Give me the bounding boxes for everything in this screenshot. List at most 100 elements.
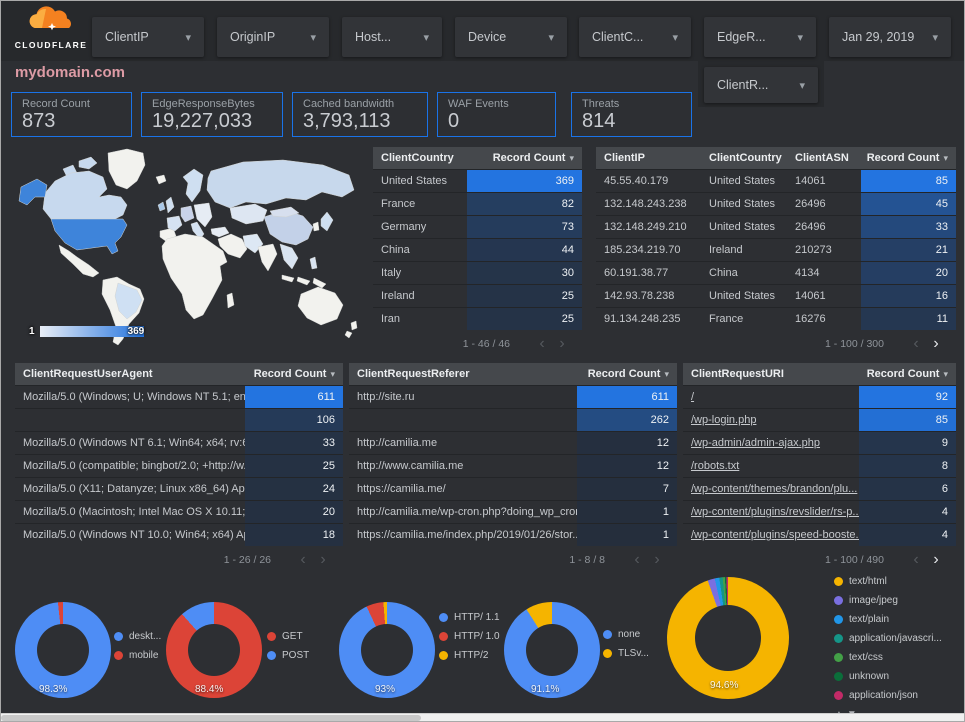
scorecard-waf-events: WAF Events 0 xyxy=(437,92,556,137)
prev-page-icon[interactable]: ‹ xyxy=(634,550,640,568)
filter-originip[interactable]: OriginIP ▾ xyxy=(217,17,329,57)
metric-cell: 9 xyxy=(859,432,956,454)
request-uri-table: ClientRequestURI Record Count ▾ / 92 /wp… xyxy=(683,363,956,573)
filter-edgeresponse[interactable]: EdgeR... ▾ xyxy=(704,17,816,57)
legend-item: HTTP/2 xyxy=(439,650,500,662)
referer-cell: http://www.camilia.me xyxy=(357,460,464,472)
world-map-geochart[interactable]: 1 369 xyxy=(15,147,366,348)
metric-cell: 12 xyxy=(577,432,677,454)
legend-label: HTTP/2 xyxy=(454,650,489,661)
column-header-record-count[interactable]: Record Count ▾ xyxy=(245,368,343,380)
useragent-cell: Mozilla/5.0 (Windows NT 10.0; Win64; x64… xyxy=(23,529,245,541)
asn-cell: 16276 xyxy=(795,313,826,325)
column-header-clientcountry[interactable]: ClientCountry xyxy=(709,152,782,164)
legend-dot xyxy=(834,691,843,700)
uri-link[interactable]: / xyxy=(691,391,695,403)
prev-page-icon[interactable]: ‹ xyxy=(539,334,545,352)
column-header-record-count[interactable]: Record Count ▾ xyxy=(861,152,956,164)
donut-hole xyxy=(526,624,578,676)
column-header-label: Record Count xyxy=(587,368,661,380)
legend-item: unknown xyxy=(834,671,942,683)
next-page-icon[interactable]: › xyxy=(559,334,565,352)
uri-link[interactable]: /wp-admin/admin-ajax.php xyxy=(691,437,821,449)
scrollbar-thumb[interactable] xyxy=(1,715,421,721)
uri-link[interactable]: /wp-login.php xyxy=(691,414,757,426)
user-agent-table: ClientRequestUserAgent Record Count ▾ Mo… xyxy=(15,363,343,573)
http-version-donut[interactable]: 93% xyxy=(339,602,435,698)
prev-page-icon[interactable]: ‹ xyxy=(300,550,306,568)
filter-label: ClientIP xyxy=(105,30,149,44)
country-cell: United States xyxy=(709,175,776,187)
column-header-record-count[interactable]: Record Count ▾ xyxy=(577,368,677,380)
metric-cell: 21 xyxy=(861,239,956,261)
uri-link[interactable]: /wp-content/plugins/speed-booste... xyxy=(691,529,859,541)
legend-label: HTTP/ 1.0 xyxy=(454,631,500,642)
column-header-clientip[interactable]: ClientIP xyxy=(604,152,645,164)
metric-cell: 24 xyxy=(245,478,343,500)
legend-item: text/plain xyxy=(834,614,942,626)
legend-label: GET xyxy=(282,631,303,642)
uri-link[interactable]: /wp-content/themes/brandon/plu... xyxy=(691,483,858,495)
metric-cell: 44 xyxy=(467,239,582,261)
column-header-record-count[interactable]: Record Count ▾ xyxy=(859,368,956,380)
column-header-record-count[interactable]: Record Count ▾ xyxy=(467,152,582,164)
legend-label: HTTP/ 1.1 xyxy=(454,612,500,623)
pagination-info: 1 - 100 / 300 xyxy=(825,337,884,350)
legend-dot xyxy=(439,632,448,641)
scorecard-cached-bandwidth: Cached bandwidth 3,793,113 xyxy=(292,92,428,137)
metric-cell: 85 xyxy=(861,170,956,192)
country-cell: United States xyxy=(709,221,776,233)
legend-label: text/css xyxy=(849,652,883,663)
table-row: http://camilia.me 12 xyxy=(349,431,677,454)
pagination-info: 1 - 100 / 490 xyxy=(825,553,884,566)
filter-device[interactable]: Device ▾ xyxy=(455,17,567,57)
legend-dot xyxy=(267,651,276,660)
column-header-uri[interactable]: ClientRequestURI xyxy=(691,368,784,380)
country-cell: Ireland xyxy=(709,244,743,256)
table-row: Mozilla/5.0 (compatible; bingbot/2.0; +h… xyxy=(15,454,343,477)
legend-dot xyxy=(114,632,123,641)
filter-clientrequest[interactable]: ClientR... ▾ xyxy=(704,67,818,103)
page-title: mydomain.com xyxy=(15,64,126,81)
scorecard-value: 814 xyxy=(582,110,616,132)
http-version-legend: HTTP/ 1.1 HTTP/ 1.0 HTTP/2 xyxy=(439,612,500,669)
sort-desc-icon: ▾ xyxy=(569,152,574,163)
device-type-donut[interactable]: 98.3% xyxy=(15,602,111,698)
metric-cell: 33 xyxy=(245,432,343,454)
uri-link[interactable]: /wp-content/plugins/revslider/rs-p... xyxy=(691,506,859,518)
next-page-icon[interactable]: › xyxy=(933,334,939,352)
table-row: 132.148.249.210 United States 26496 33 xyxy=(596,215,956,238)
next-page-icon[interactable]: › xyxy=(654,550,660,568)
filter-host[interactable]: Host... ▾ xyxy=(342,17,442,57)
table-row: /wp-content/plugins/speed-booste... 4 xyxy=(683,523,956,546)
column-header-clientcountry[interactable]: ClientCountry xyxy=(381,152,454,164)
filter-clientcountry[interactable]: ClientC... ▾ xyxy=(579,17,691,57)
filter-label: ClientR... xyxy=(717,78,769,92)
column-header-clientasn[interactable]: ClientASN xyxy=(795,152,849,164)
column-header-useragent[interactable]: ClientRequestUserAgent xyxy=(23,368,153,380)
ip-cell: 60.191.38.77 xyxy=(604,267,669,279)
ip-cell: 142.93.78.238 xyxy=(604,290,675,302)
filter-clientip[interactable]: ClientIP ▾ xyxy=(92,17,204,57)
table-row: 142.93.78.238 United States 14061 16 xyxy=(596,284,956,307)
tls-version-donut[interactable]: 91.1% xyxy=(504,602,600,698)
next-page-icon[interactable]: › xyxy=(320,550,326,568)
table-row: /wp-content/themes/brandon/plu... 6 xyxy=(683,477,956,500)
next-page-icon[interactable]: › xyxy=(933,550,939,568)
useragent-cell: Mozilla/5.0 (Macintosh; Intel Mac OS X 1… xyxy=(23,506,245,518)
prev-page-icon[interactable]: ‹ xyxy=(913,550,919,568)
legend-item: POST xyxy=(267,650,309,662)
uri-link[interactable]: /robots.txt xyxy=(691,460,740,472)
content-type-donut[interactable]: 94.6% xyxy=(667,577,789,699)
column-header-referer[interactable]: ClientRequestReferer xyxy=(357,368,470,380)
client-ip-table: ClientIP ClientCountry ClientASN Record … xyxy=(596,147,956,357)
referer-cell: http://camilia.me xyxy=(357,437,438,449)
prev-page-icon[interactable]: ‹ xyxy=(913,334,919,352)
country-cell: France xyxy=(709,313,744,325)
date-range-filter[interactable]: Jan 29, 2019 ▾ xyxy=(829,17,951,57)
legend-dot xyxy=(834,653,843,662)
horizontal-scrollbar[interactable] xyxy=(1,713,964,721)
http-method-donut[interactable]: 88.4% xyxy=(166,602,262,698)
filter-label: OriginIP xyxy=(230,30,276,44)
table-row: /wp-login.php 85 xyxy=(683,408,956,431)
